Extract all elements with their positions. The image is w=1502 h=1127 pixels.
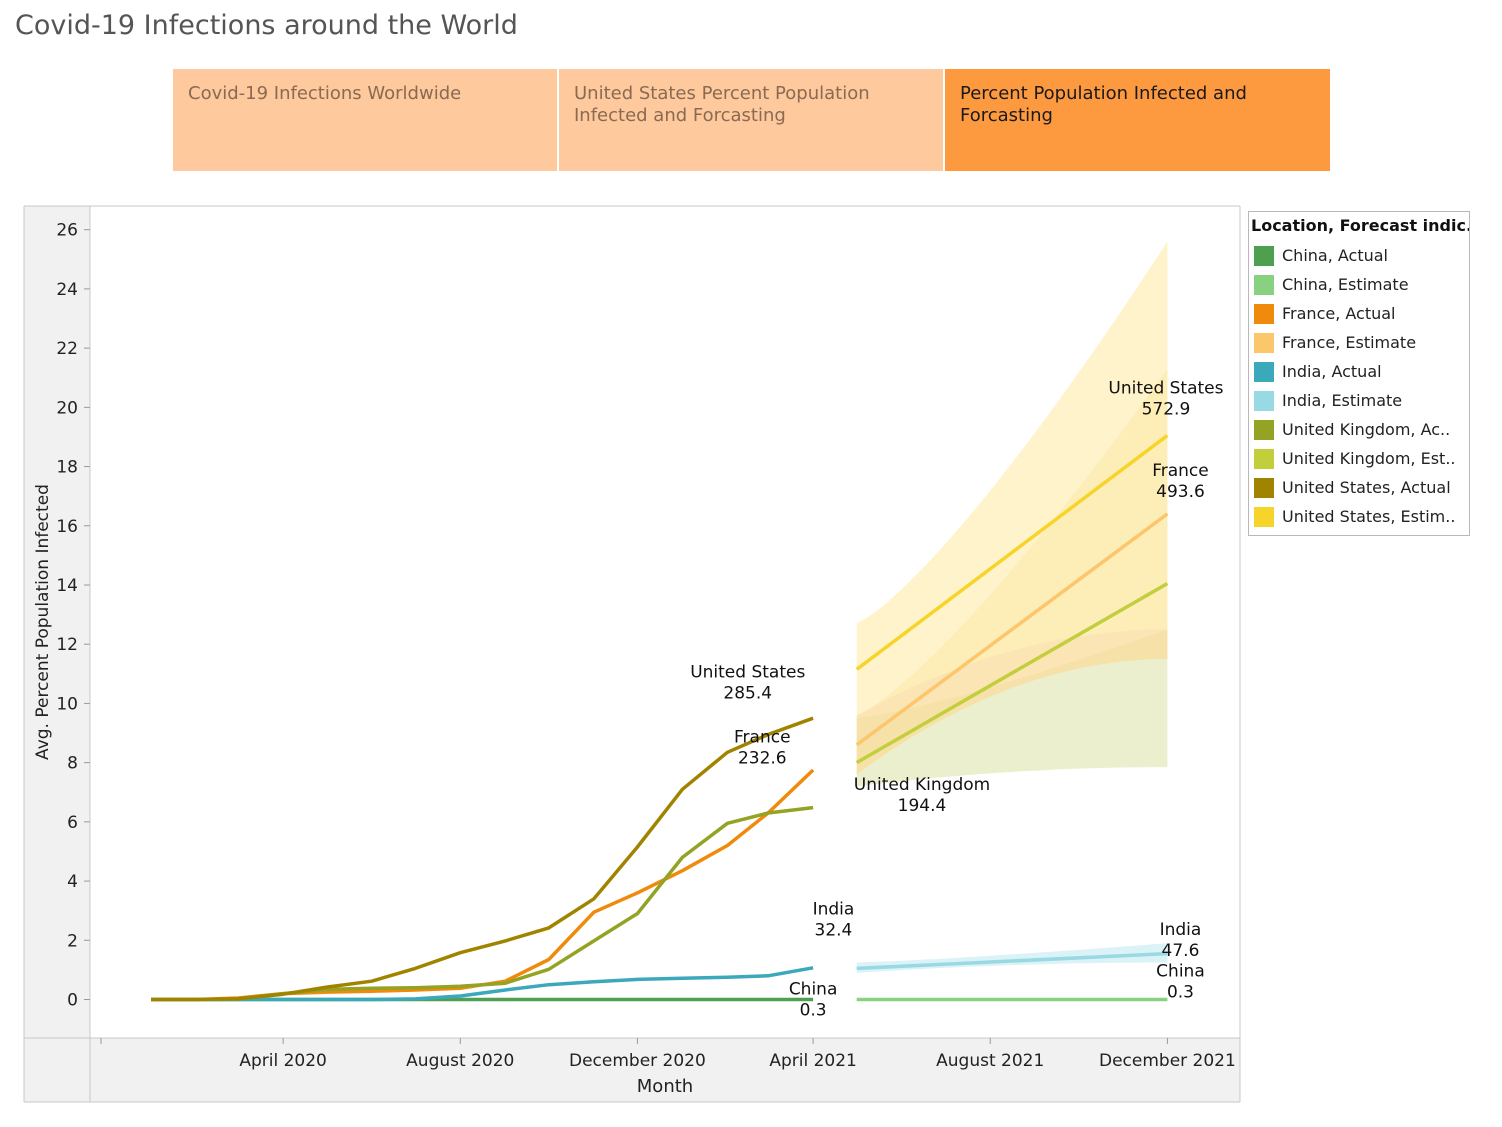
legend-swatch — [1254, 506, 1274, 527]
label-value-france: 493.6 — [1156, 482, 1205, 502]
page-title: Covid-19 Infections around the World — [15, 10, 518, 41]
tab-infections-worldwide[interactable]: Covid-19 Infections Worldwide — [173, 69, 557, 171]
tab-percent-infected-forecasting[interactable]: Percent Population Infected and Forcasti… — [945, 69, 1330, 171]
legend-label: China, Actual — [1282, 246, 1388, 265]
line-united-states-actual — [151, 716, 814, 1002]
legend-item[interactable]: United States, Actual — [1249, 473, 1469, 502]
series-lines — [151, 434, 1169, 1002]
legend-label: France, Estimate — [1282, 333, 1417, 352]
label-name-united-states: United States — [690, 663, 805, 683]
x-axis-panel — [24, 1038, 1240, 1102]
legend-swatch — [1254, 245, 1274, 266]
y-tick-label: 2 — [67, 931, 78, 951]
y-tick-label: 24 — [56, 280, 78, 300]
label-value-india: 47.6 — [1162, 941, 1200, 961]
x-tick-label: August 2020 — [406, 1051, 514, 1071]
x-tick-label: December 2021 — [1099, 1051, 1236, 1071]
legend-label: United States, Estim.. — [1282, 507, 1456, 526]
legend-swatch — [1254, 332, 1274, 353]
label-value-france: 232.6 — [738, 749, 787, 769]
tab-us-percent-infected[interactable]: United States Percent Population Infecte… — [559, 69, 943, 171]
label-name-france: France — [1152, 461, 1209, 481]
line-united-states-estim — [855, 434, 1169, 671]
legend-label: United Kingdom, Ac.. — [1282, 420, 1451, 439]
legend-title: Location, Forecast indic.. — [1251, 216, 1469, 235]
legend-label: China, Estimate — [1282, 275, 1409, 294]
legend-label: India, Actual — [1282, 362, 1382, 381]
label-value-united-states: 572.9 — [1142, 399, 1191, 419]
legend-swatch — [1254, 477, 1274, 498]
label-name-france: France — [734, 728, 791, 748]
label-name-india: India — [1160, 920, 1202, 940]
legend-item[interactable]: United States, Estim.. — [1249, 502, 1469, 531]
legend-item[interactable]: United Kingdom, Ac.. — [1249, 415, 1469, 444]
y-tick-label: 18 — [56, 458, 78, 478]
y-tick-label: 12 — [56, 635, 78, 655]
y-tick-label: 20 — [56, 398, 78, 418]
legend-label: India, Estimate — [1282, 391, 1403, 410]
legend-label: United States, Actual — [1282, 478, 1451, 497]
legend-swatch — [1254, 361, 1274, 382]
line-france-estimate — [855, 512, 1169, 747]
line-united-kingdom-est — [855, 581, 1169, 765]
y-tick-label: 14 — [56, 576, 78, 596]
legend-label: United Kingdom, Est.. — [1282, 449, 1456, 468]
x-tick-label: April 2021 — [769, 1051, 857, 1071]
x-tick-label: April 2020 — [239, 1051, 327, 1071]
line-india-estimate — [856, 951, 1168, 971]
label-name-united-states: United States — [1108, 378, 1223, 398]
legend-item[interactable]: China, Estimate — [1249, 270, 1469, 299]
tab-label: United States Percent Population Infecte… — [574, 83, 870, 126]
x-tick-label: December 2020 — [569, 1051, 706, 1071]
legend-item[interactable]: India, Estimate — [1249, 386, 1469, 415]
band-united-states-estim — [856, 241, 1168, 716]
label-value-china: 0.3 — [1167, 983, 1194, 1003]
label-name-china: China — [1156, 962, 1205, 982]
label-name-india: India — [813, 899, 855, 919]
y-axis-title: Avg. Percent Population Infected — [33, 484, 53, 760]
y-tick-label: 26 — [56, 221, 78, 241]
tab-label: Percent Population Infected and Forcasti… — [960, 83, 1247, 126]
legend-item[interactable]: India, Actual — [1249, 357, 1469, 386]
x-axis-title: Month — [637, 1076, 693, 1097]
y-tick-label: 0 — [67, 991, 78, 1011]
label-value-united-states: 285.4 — [723, 684, 772, 704]
x-ticks: April 2020 August 2020 December 2020 April … — [100, 1038, 1236, 1071]
legend-item[interactable]: France, Estimate — [1249, 328, 1469, 357]
legend-swatch — [1254, 419, 1274, 440]
band-united-kingdom-est — [856, 629, 1168, 787]
line-india-actual — [151, 966, 814, 1002]
legend-swatch — [1254, 448, 1274, 469]
tab-label: Covid-19 Infections Worldwide — [188, 83, 462, 104]
label-name-china: China — [789, 979, 838, 999]
legend-item[interactable]: France, Actual — [1249, 299, 1469, 328]
forecast-bands — [856, 241, 1168, 973]
label-value-china: 0.3 — [800, 1000, 827, 1020]
y-tick-label: 10 — [56, 694, 78, 714]
label-name-united-kingdom: United Kingdom — [854, 775, 990, 795]
legend-swatch — [1254, 274, 1274, 295]
legend: Location, Forecast indic.. China, Actual… — [1248, 211, 1470, 536]
legend-swatch — [1254, 390, 1274, 411]
legend-label: France, Actual — [1282, 304, 1396, 323]
legend-item[interactable]: China, Actual — [1249, 241, 1469, 270]
y-tick-label: 22 — [56, 339, 78, 359]
y-tick-label: 8 — [67, 754, 78, 774]
legend-swatch — [1254, 303, 1274, 324]
label-value-united-kingdom: 194.4 — [898, 796, 947, 816]
y-tick-label: 4 — [67, 872, 78, 892]
y-tick-label: 6 — [67, 813, 78, 833]
y-axis-panel — [24, 206, 90, 1038]
legend-item[interactable]: United Kingdom, Est.. — [1249, 444, 1469, 473]
label-value-india: 32.4 — [815, 920, 853, 940]
y-tick-label: 16 — [56, 517, 78, 537]
x-tick-label: August 2021 — [936, 1051, 1044, 1071]
